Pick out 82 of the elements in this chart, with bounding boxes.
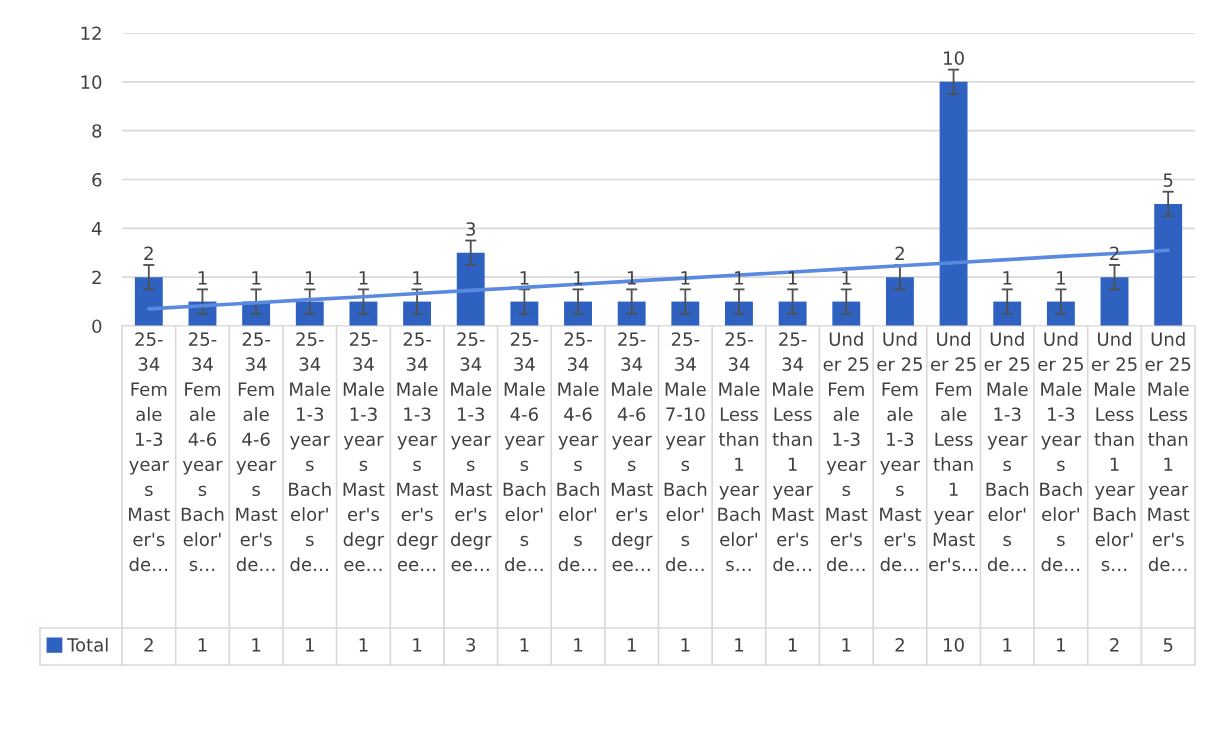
category-label: 25- 34 Male 1-3 year s Mast er's degr ee… [397,332,439,572]
data-label: 3 [466,638,476,652]
category-label: 25- 34 Male 7-10 year s Bach elor' s de… [664,332,707,572]
category-label: 25- 34 Male 4-6 year s Bach elor' s de… [503,332,546,572]
category-label: 25- 34 Male Less than 1 year Bach elor' s… [718,332,760,572]
category-label: Und er 25 Fem ale Less than 1 year Mast er's… [929,332,977,572]
data-label: 1 [681,638,690,652]
data-label: 1 [842,638,851,652]
legend-label: Total [67,637,108,652]
text: 2 [895,246,904,260]
bar [295,301,324,326]
data-label: 1 [1003,638,1012,652]
data-label: 1 [1057,638,1065,652]
text: 1 [842,271,851,285]
data-label: 1 [198,638,207,652]
category-label: 25- 34 Male 1-3 year s Mast er's degr ee… [343,332,385,572]
category-label: 25- 34 Fem ale 4-6 year s Bach elor' s… [181,332,224,572]
category-label: 25- 34 Male 4-6 year s Bach elor' s de… [557,332,599,572]
y-tick-label: 0 [92,319,102,334]
text: 1 [359,271,368,285]
text: 1 [198,271,207,285]
category-label: Und er 25 Fem ale 1-3 year s Mast er's de… [877,332,922,572]
text: 3 [466,222,476,236]
bar [939,81,968,326]
bar [671,301,700,326]
text: 2 [144,246,153,260]
text: 1 [306,271,314,285]
data-label: 10 [944,638,964,652]
text: 1 [1057,271,1065,285]
bar [134,277,163,326]
bar [1100,277,1129,326]
text: 1 [788,271,797,285]
data-label: 2 [895,638,904,652]
category-label: 25- 34 Male 4-6 year s Mast er's degr ee… [611,332,653,572]
text: 10 [944,51,964,65]
bar [1154,203,1183,326]
text: 1 [413,271,422,285]
category-label: Und er 25 Male Less than 1 year Bach elor' s… [1091,332,1137,572]
y-tick-label: 4 [91,222,102,236]
text: 1 [520,271,529,285]
category-label: Und er 25 Fem ale 1-3 year s Mast er's de… [823,332,869,572]
data-label: 5 [1163,638,1173,652]
text: 1 [1003,271,1012,285]
category-label: 25- 34 Fem ale 1-3 year s Mast er's de… [129,332,170,572]
bar [725,301,753,326]
y-tick-label: 10 [81,75,102,89]
y-tick-label: 12 [81,26,101,40]
bar [1046,301,1075,326]
data-label: 2 [144,638,153,652]
data-label: 1 [735,638,744,652]
data-label: 1 [252,638,261,652]
bar [778,301,807,326]
text: 5 [1163,173,1173,187]
bar [832,301,861,326]
bar [617,301,646,326]
data-label: 1 [306,638,314,652]
category-label: 25- 34 Male 1-3 year s Mast er's degr ee… [450,332,492,572]
category-label: Und er 25 Male 1-3 year s Bach elor' s de… [984,332,1030,572]
bar [510,301,539,326]
bar [993,301,1022,326]
bar [564,301,592,326]
y-tick-label: 2 [92,270,101,285]
bar [885,277,914,326]
bar [456,252,485,326]
data-label: 1 [627,638,636,652]
data-label: 1 [574,638,583,652]
y-tick-label: 8 [92,124,102,138]
bar [349,301,378,326]
category-label: Und er 25 Male Less than 1 year Mast er's de… [1145,332,1191,572]
data-label: 1 [520,638,529,652]
data-label: 1 [359,638,368,652]
category-label: 25- 34 Male 1-3 year s Bach elor' s de… [289,332,331,572]
category-label: Und er 25 Male 1-3 year s Bach elor' s de… [1038,332,1083,572]
y-tick-label: 6 [92,172,102,187]
category-label: 25- 34 Fem ale 4-6 year s Mast er's de… [236,332,278,572]
data-label: 1 [413,638,422,652]
text: 1 [574,271,583,285]
data-label: 1 [788,638,797,652]
category-label: 25- 34 Male Less than 1 year Mast er's de… [772,332,814,572]
data-label: 2 [1110,638,1119,652]
bar [403,301,432,326]
text: 1 [252,271,261,285]
